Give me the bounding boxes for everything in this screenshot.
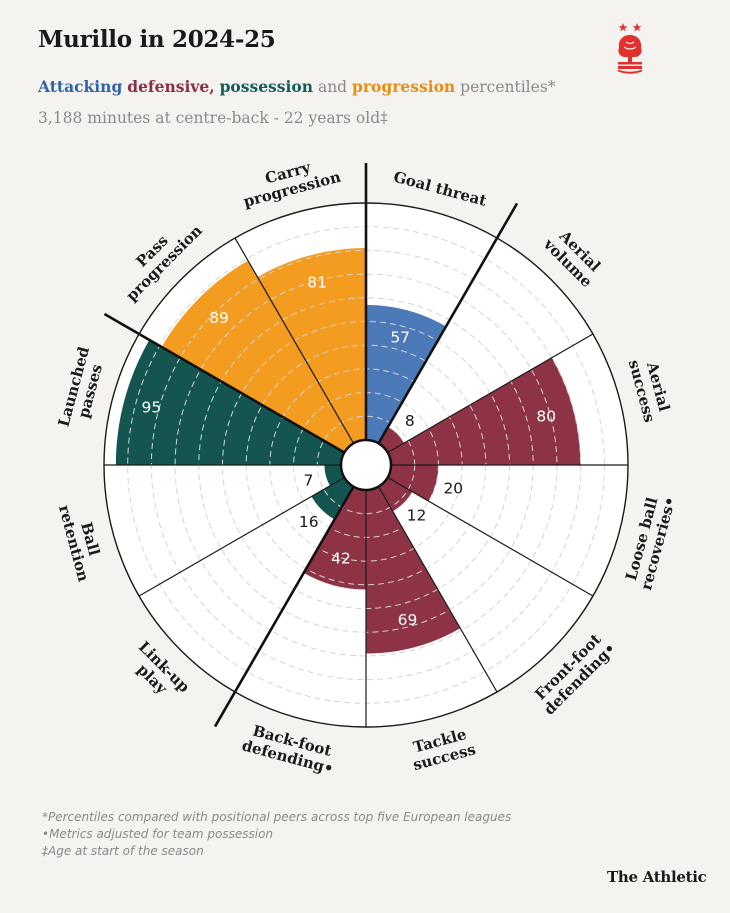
wedge-back-foot-defending xyxy=(303,486,366,590)
wedge-ball-retention xyxy=(324,465,345,486)
value-label-launched-passes: 95 xyxy=(142,399,162,417)
value-label-back-foot-defending: 42 xyxy=(331,549,351,567)
metric-label-back-foot-defending: Back-footdefending• xyxy=(240,720,340,778)
footnote-percentiles: *Percentiles compared with positional pe… xyxy=(42,810,512,824)
chart-title: Murillo in 2024-25 xyxy=(38,26,276,53)
value-label-tackle-success: 69 xyxy=(398,611,418,629)
value-label-carry-progression: 81 xyxy=(307,273,327,291)
forest-crest-icon xyxy=(617,23,643,74)
group-divider-10 xyxy=(103,312,345,454)
wedge-front-foot-defending xyxy=(378,477,413,512)
subtitle-possession: possession xyxy=(219,77,314,96)
value-label-pass-progression: 89 xyxy=(209,309,229,327)
metric-label-tackle-success: Tacklesuccess xyxy=(407,724,478,774)
minutes-info: 3,188 minutes at centre-back - 22 years … xyxy=(38,109,388,127)
chart-subtitle: Attacking defensive, possession and prog… xyxy=(38,77,556,96)
subtitle-defensive: defensive, xyxy=(127,77,215,96)
footnote-possession-adjusted: •Metrics adjusted for team possession xyxy=(42,826,274,841)
group-divider-1 xyxy=(377,202,519,444)
wedge-goal-threat xyxy=(366,304,447,444)
spoke-8 xyxy=(138,476,345,597)
subtitle-progression: progression xyxy=(352,77,456,96)
subtitle-percentiles: percentiles* xyxy=(460,78,556,96)
metric-label-aerial-success: Aerialsuccess xyxy=(625,353,675,424)
value-label-front-foot-defending: 12 xyxy=(407,507,427,525)
value-label-goal-threat: 57 xyxy=(390,328,410,346)
footnotes: *Percentiles compared with positional pe… xyxy=(42,809,511,859)
value-label-aerial-success: 80 xyxy=(536,408,556,426)
group-divider-7 xyxy=(213,486,355,728)
wedge-carry-progression xyxy=(257,248,366,444)
wedge-tackle-success xyxy=(366,486,461,654)
metric-label-line: Goal threat xyxy=(392,168,489,210)
wedge-aerial-success xyxy=(387,357,581,465)
the-athletic-logo: The Athletic xyxy=(607,868,707,886)
metric-label-launched-passes: Launchedpasses xyxy=(54,344,109,433)
metric-label-loose-ball-recoveries: Loose ballrecoveries• xyxy=(621,490,680,592)
wedge-loose-ball-recoveries xyxy=(387,465,439,502)
value-label-ball-retention: 7 xyxy=(304,471,314,489)
value-label-link-up-play: 16 xyxy=(299,513,319,531)
footnote-age: ‡Age at start of the season xyxy=(42,843,204,858)
chart-outer-ring xyxy=(103,202,629,728)
subtitle-and: and xyxy=(317,78,348,96)
chart-value-labels: 57 8 80 20 12 69 42 16 7 95 89 81 xyxy=(142,273,557,629)
spoke-2 xyxy=(387,333,594,454)
value-label-aerial-volume: 8 xyxy=(405,412,415,430)
value-label-loose-ball-recoveries: 20 xyxy=(443,479,463,497)
wedge-link-up-play xyxy=(311,477,354,520)
wedge-pass-progression xyxy=(161,260,354,453)
chart-spokes xyxy=(103,163,629,728)
metric-label-ball-retention: Ballretention xyxy=(55,499,109,584)
polar-bar-chart: 57 8 80 20 12 69 42 16 7 95 89 81 Goal threat Aerial… xyxy=(54,151,680,778)
spoke-5 xyxy=(377,486,498,693)
metric-label-goal-threat: Goal threat xyxy=(392,168,489,210)
spoke-4 xyxy=(387,476,594,597)
metric-label-carry-progression: Carryprogression xyxy=(237,151,343,211)
spoke-11 xyxy=(234,237,355,444)
subtitle-attacking: Attacking xyxy=(38,77,123,96)
chart-center-hole xyxy=(339,438,393,492)
